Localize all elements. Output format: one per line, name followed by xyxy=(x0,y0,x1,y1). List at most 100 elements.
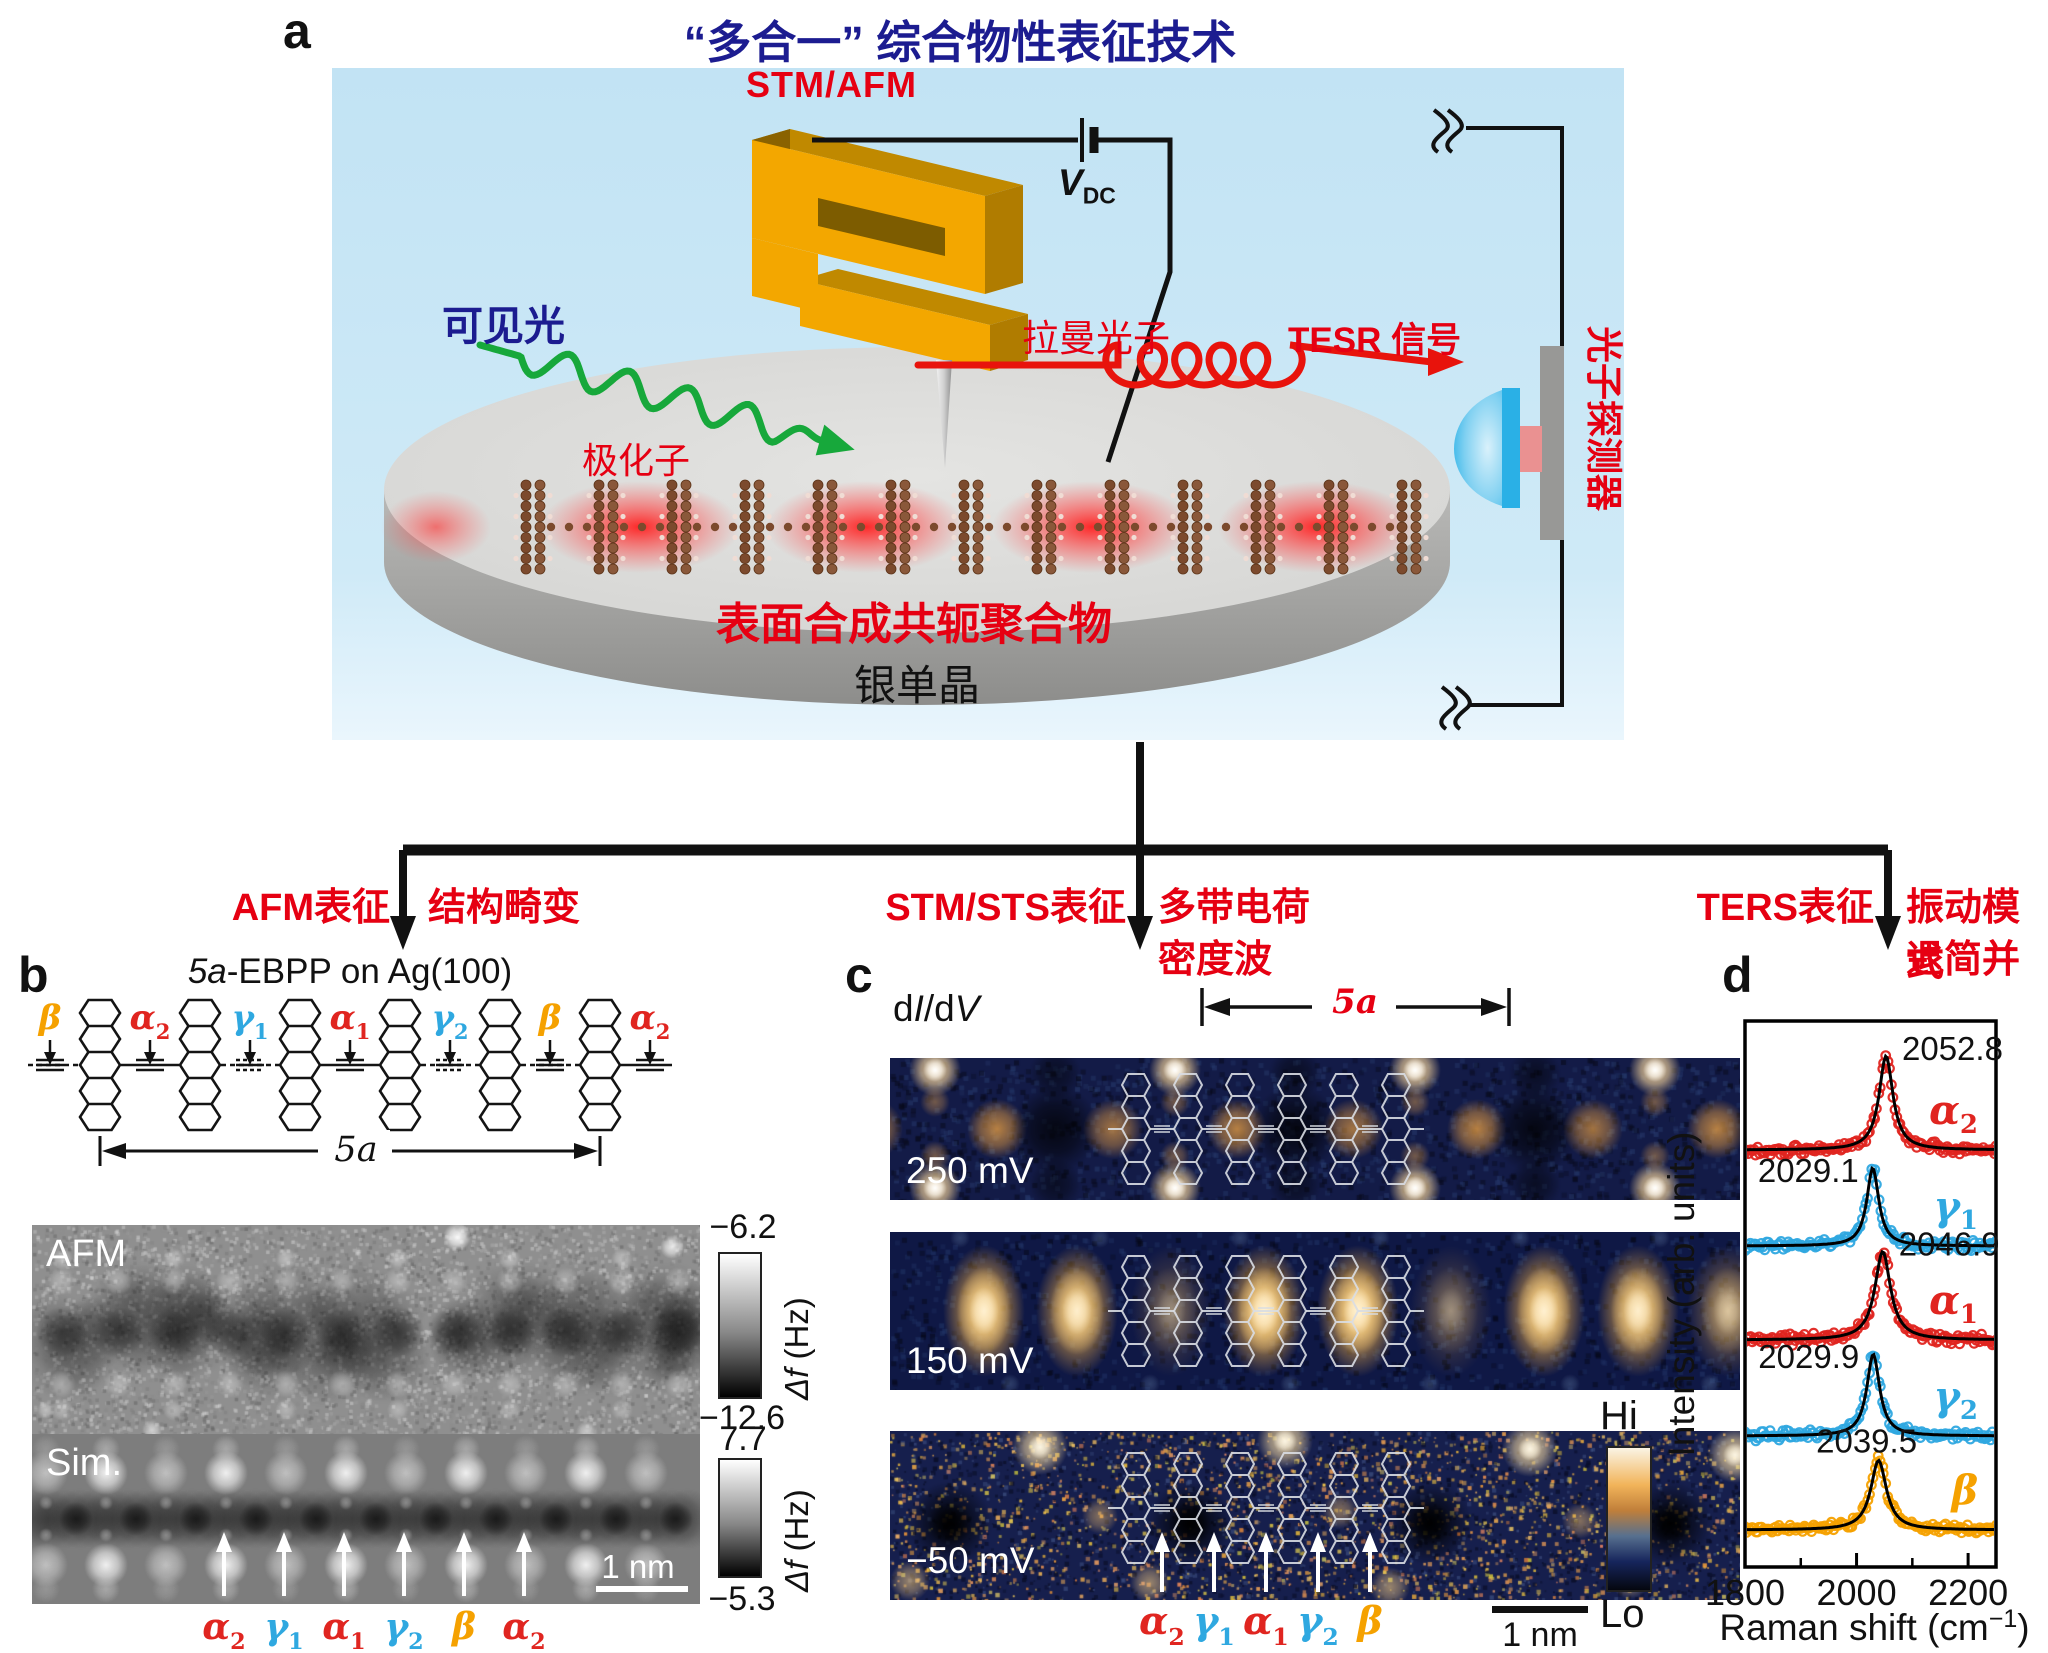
x-axis-title: Raman shift (cm−1) xyxy=(1719,1605,2029,1648)
map-scalebar-text: 1 nm xyxy=(1502,1616,1578,1653)
branch-sts-result1: 多带电荷 xyxy=(1158,887,1311,929)
didv-map-neg50mv xyxy=(890,1431,1740,1600)
lens-icon xyxy=(1454,390,1502,506)
sim-colorbar xyxy=(718,1458,762,1578)
didv-d1: d xyxy=(893,988,914,1029)
colorbar-hi: Hi xyxy=(1600,1394,1638,1438)
map-scalebar-line xyxy=(1492,1606,1588,1613)
map2-bias: 150 mV xyxy=(906,1340,1034,1381)
sim-unit-rest: (Hz) xyxy=(778,1489,815,1561)
series-α1 xyxy=(1747,1247,1994,1351)
sim-mode-label: γ1 xyxy=(264,1606,304,1653)
stm-tip xyxy=(936,360,952,468)
afm-unit-sym: Δf xyxy=(778,1368,815,1400)
bond-label: α1 xyxy=(329,998,371,1044)
lens-flat xyxy=(1502,388,1520,508)
polymer-label: 表面合成共轭聚合物 xyxy=(716,600,1112,649)
polymer-chain xyxy=(381,479,1429,575)
colorbar-lo: Lo xyxy=(1600,1592,1645,1636)
vdc-symbol: V xyxy=(1058,162,1083,203)
spectra-series xyxy=(1747,1050,1994,1539)
sim-mode-label: γ2 xyxy=(384,1606,424,1653)
photon-detector-body xyxy=(1540,346,1564,540)
series-α2 xyxy=(1747,1050,1994,1161)
panel-c-label: c xyxy=(845,947,873,1003)
branch-afm-result: 结构畸变 xyxy=(428,887,581,929)
peak-value-label: 2029.1 xyxy=(1758,1152,1859,1189)
branch-sts-method: STM/STS表征 xyxy=(885,887,1126,929)
didv-d2: /d xyxy=(923,988,955,1029)
didv-i: I xyxy=(913,988,924,1029)
sim-scalebar-line xyxy=(596,1586,688,1592)
stm-afm-label: STM/AFM xyxy=(746,64,917,105)
sim-colorbar-unit: Δf (Hz) xyxy=(778,1489,816,1592)
map-mode-label: α1 xyxy=(1243,1598,1289,1651)
sim-scale-top: 7.7 xyxy=(719,1420,767,1458)
sim-scalebar-text: 1 nm xyxy=(601,1548,675,1585)
vdc-subscript: DC xyxy=(1082,182,1116,209)
sim-mode-label: α2 xyxy=(202,1606,246,1653)
tesr-signal-label: TESR 信号 xyxy=(1288,321,1462,360)
bond-label: α2 xyxy=(629,998,671,1044)
peak-value-label: 2046.9 xyxy=(1899,1226,2000,1263)
sim-mode-label: β xyxy=(452,1606,476,1648)
map-span-label: 5a xyxy=(1322,982,1388,1022)
series-name-label: α1 xyxy=(1929,1277,1978,1330)
map3-bias: −50 mV xyxy=(906,1540,1035,1581)
series-γ2 xyxy=(1747,1350,1994,1447)
detector-sensor xyxy=(1518,426,1542,472)
panel-a-label: a xyxy=(283,3,311,59)
series-γ1 xyxy=(1747,1163,1994,1256)
panel-d-label: d xyxy=(1722,947,1753,1003)
series-β xyxy=(1747,1450,1994,1539)
map1-bias: 250 mV xyxy=(906,1150,1034,1191)
map-mode-label: β xyxy=(1357,1598,1383,1643)
didv-label: dI/dV xyxy=(893,988,979,1030)
afm-colorbar xyxy=(718,1252,762,1399)
sim-mode-label: α2 xyxy=(502,1606,546,1653)
silver-crystal-label: 银单晶 xyxy=(854,662,981,709)
branch-ters-method: TERS表征 xyxy=(1696,887,1874,929)
branch-ters-result1: 振动模式 xyxy=(1906,887,2021,984)
sim-image-label: Sim. xyxy=(46,1442,122,1484)
map-mode-label: α2 xyxy=(1139,1598,1185,1651)
panel-b-title-rest: -EBPP on Ag(100) xyxy=(226,952,513,991)
map-colorbar xyxy=(1606,1446,1652,1592)
bias-circuit xyxy=(812,118,1173,463)
photon-detector-label: 光子探测器 xyxy=(1583,326,1624,511)
afm-scale-bottom: −12.6 xyxy=(698,1399,786,1437)
wire-break-marks xyxy=(1431,108,1472,731)
peak-value-label: 2029.9 xyxy=(1758,1338,1859,1375)
afm-colorbar-unit: Δf (Hz) xyxy=(778,1297,816,1400)
afm-experimental-image xyxy=(32,1225,700,1440)
detector-circuit-wire xyxy=(1466,126,1564,707)
structure-span-label: 5a xyxy=(322,1130,390,1170)
afm-simulated-image xyxy=(32,1434,700,1604)
branch-afm-method: AFM表征 xyxy=(231,887,390,929)
sim-scale-bottom: −5.3 xyxy=(708,1580,776,1618)
branch-sts-result2: 密度波 xyxy=(1158,939,1273,981)
x-tick-label: 2200 xyxy=(1928,1572,2008,1613)
panel-b-title: 5a-EBPP on Ag(100) xyxy=(140,952,560,992)
series-name-label: γ2 xyxy=(1934,1373,1979,1426)
sim-mode-label: α1 xyxy=(322,1606,366,1653)
figure-title: “多合一” 综合物性表征技术 xyxy=(683,17,1237,68)
raman-photon-label: 拉曼光子 xyxy=(1022,318,1170,359)
peak-value-label: 2052.8 xyxy=(1902,1030,2003,1067)
bond-label: β xyxy=(538,998,562,1038)
map-mode-label: γ2 xyxy=(1297,1598,1339,1651)
bond-label: γ1 xyxy=(231,998,269,1044)
map-mode-label: γ1 xyxy=(1193,1598,1235,1651)
flow-arrows xyxy=(390,742,1901,950)
series-name-label: α2 xyxy=(1929,1087,1978,1140)
series-name-label: γ1 xyxy=(1934,1183,1979,1236)
sim-unit-sym: Δf xyxy=(778,1560,815,1592)
polaron-label: 极化子 xyxy=(582,440,691,481)
bond-label: γ2 xyxy=(431,998,469,1044)
bond-label: α2 xyxy=(129,998,171,1044)
peak-value-label: 2039.5 xyxy=(1816,1422,1917,1459)
panel-b-title-italic: 5a xyxy=(187,952,227,991)
vdc-label: VDC xyxy=(1058,162,1116,209)
branch-ters-result2: 退简并 xyxy=(1906,939,2021,981)
